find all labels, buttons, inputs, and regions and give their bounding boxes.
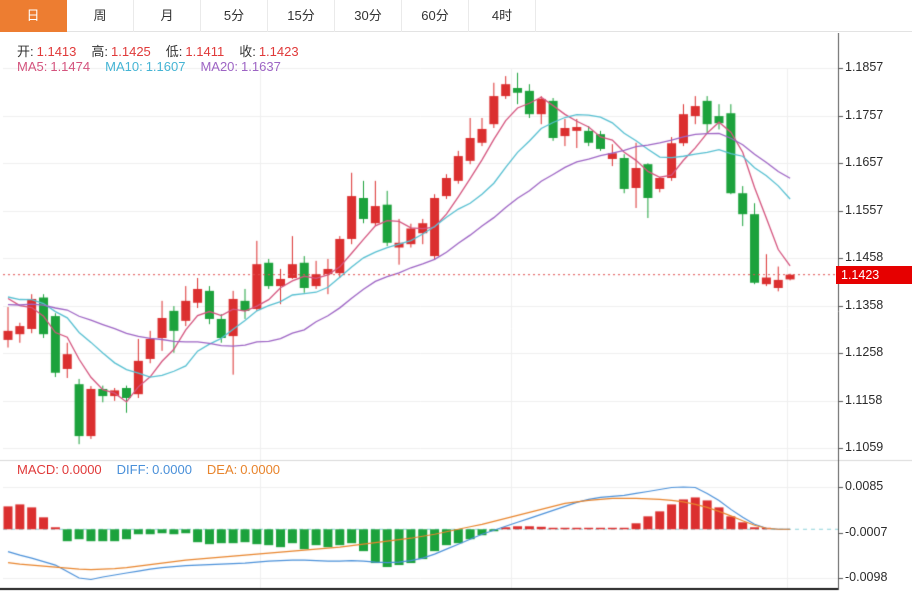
tab-bar: 日周月 5分 15分 30分 60分 4时 — [0, 0, 912, 32]
tab-15分[interactable]: 15分 — [268, 0, 335, 32]
tab-4时[interactable]: 4时 — [469, 0, 536, 32]
tab-日[interactable]: 日 — [0, 0, 67, 32]
tab-30分[interactable]: 30分 — [335, 0, 402, 32]
tab-周[interactable]: 周 — [67, 0, 134, 32]
tab-月[interactable]: 月 — [134, 0, 201, 32]
price-chart-canvas[interactable] — [0, 33, 912, 595]
tab-5分[interactable]: 5分 — [201, 0, 268, 32]
tab-60分[interactable]: 60分 — [402, 0, 469, 32]
